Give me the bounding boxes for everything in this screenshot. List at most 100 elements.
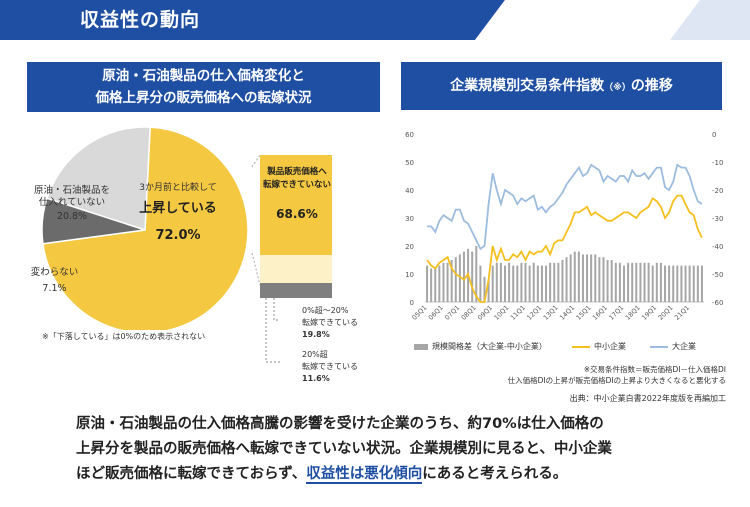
series-bar-gap [606,260,609,302]
right-title-note: （※） [604,83,631,93]
series-bar-gap [668,265,671,302]
breakdown-cannot-value: 68.6% [276,207,318,221]
series-bar-gap [462,251,465,302]
series-bar-gap [680,265,683,302]
series-bar-gap [602,257,605,302]
right-axis-tick: -60 [712,299,723,307]
breakdown-over-value: 11.6% [302,374,330,383]
series-bar-gap [598,257,601,302]
breakdown-leader-over [265,298,280,363]
series-bar-gap [520,262,523,302]
series-bar-gap [454,257,457,302]
left-axis-tick: 20 [405,243,414,251]
right-axis-tick: -50 [712,271,723,279]
series-bar-gap [483,276,486,302]
series-bar-gap [672,265,675,302]
series-bar-gap [434,268,437,302]
breakdown-partial-line2: 転嫁できている [302,318,358,327]
series-bar-gap [516,265,519,302]
series-bar-gap [594,254,597,302]
breakdown-partial-line1: 0%超～20% [302,306,349,315]
left-axis-tick: 30 [405,215,414,223]
series-bar-gap [614,262,617,302]
right-title-suffix: の推移 [630,78,673,94]
series-bar-gap [524,262,527,302]
x-axis-tick: 09Q1 [476,304,494,322]
left-panel-title: 原油・石油製品の仕入価格変化と 価格上昇分の販売価格への転嫁状況 [27,62,380,112]
legend-swatch-sme [572,346,590,348]
series-bar-gap [635,262,638,302]
pie-not-purchasing-label: 原油・石油製品を 仕入れていない 20.8% [31,185,113,223]
series-bar-gap [655,262,658,302]
right-axis-tick: -40 [712,243,723,251]
breakdown-connector-top [251,154,261,168]
series-bar-gap [569,254,572,302]
x-axis-tick: 07Q1 [443,304,461,322]
left-axis-tick: 10 [405,271,414,279]
x-axis-tick: 21Q1 [673,304,691,322]
breakdown-segment-cannot [260,155,332,255]
pie-nobuy-line1: 原油・石油製品を [33,185,110,196]
x-axis-tick: 13Q1 [542,304,560,322]
series-bar-gap [528,265,531,302]
legend-label-large: 大企業 [672,342,696,351]
summary-highlight: 収益性は悪化傾向 [306,466,423,484]
series-bar-gap [545,265,548,302]
chart-footnote-line1: ※交易条件指数＝販売価格DI－仕入価格DI [583,365,726,374]
series-bar-gap [553,262,556,302]
x-axis-tick: 20Q1 [657,304,675,322]
legend-label-sme: 中小企業 [594,342,626,351]
series-bar-gap [471,251,474,302]
left-title-line1: 原油・石油製品の仕入価格変化と [102,68,305,84]
x-axis-tick: 12Q1 [525,304,543,322]
series-bar-gap [676,265,679,302]
series-bar-gap [491,265,494,302]
breakdown-cannot-line1: 製品販売価格へ [267,167,327,177]
x-axis-tick: 08Q1 [460,304,478,322]
left-axis-tick: 0 [410,299,414,307]
pie-main-line2: 上昇している [139,201,217,216]
x-axis-tick: 11Q1 [509,304,527,322]
right-axis-tick: 0 [712,131,716,139]
series-bar-gap [458,254,461,302]
right-axis-tick: -20 [712,187,723,195]
series-bar-gap [622,265,625,302]
right-title-main: 企業規模別交易条件指数 [450,78,605,94]
chart-footnote-line2: 仕入価格DIの上昇が販売価格DIの上昇より大きくなると悪化する [507,376,726,385]
series-bar-gap [590,254,593,302]
series-bar-gap [639,262,642,302]
series-bar-gap [532,262,535,302]
page-title: 収益性の動向 [80,9,201,31]
series-bar-gap [450,260,453,302]
series-line-large [427,163,703,251]
breakdown-segment-partial [260,255,332,283]
series-bar-gap [659,262,662,302]
series-bar-gap [664,265,667,302]
x-axis-tick: 06Q1 [427,304,445,322]
series-bar-gap [573,251,576,302]
terms-of-trade-chart: 0102030405060-60-50-40-30-20-10005Q106Q1… [405,131,723,322]
series-bar-gap [684,265,687,302]
series-bar-gap [647,262,650,302]
series-bar-gap [499,262,502,302]
pie-main-label: 3か月前と比較して [128,180,228,193]
series-bar-gap [426,265,429,302]
breakdown-segment-over [260,283,332,298]
breakdown-over-line2: 転嫁できている [302,362,358,371]
x-axis-tick: 15Q1 [575,304,593,322]
pie-main-line1: 3か月前と比較して [139,183,217,193]
right-axis-tick: -30 [712,215,723,223]
header-banner [0,0,750,40]
series-bar-gap [618,262,621,302]
left-axis-tick: 50 [405,159,414,167]
pie-unchanged-value: 7.1% [42,283,67,294]
series-bar-gap [487,279,490,302]
breakdown-partial-label: 0%超～20% 転嫁できている 19.8% [302,305,358,341]
breakdown-over-line1: 20%超 [302,350,328,359]
series-bar-gap [643,262,646,302]
series-bar-gap [479,265,482,302]
breakdown-connector-bottom [251,252,261,286]
x-axis-tick: 14Q1 [558,304,576,322]
series-bar-gap [561,260,564,302]
x-axis-tick: 18Q1 [624,304,642,322]
